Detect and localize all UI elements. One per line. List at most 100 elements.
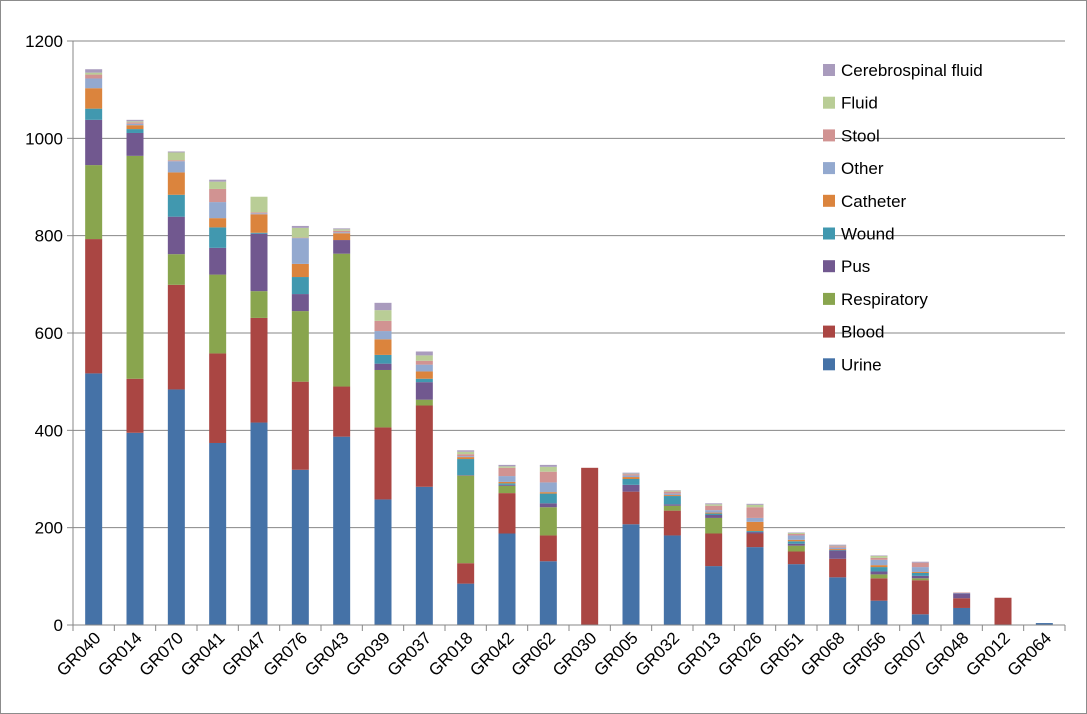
bar-GR056-wound — [870, 567, 888, 572]
legend-label: Pus — [841, 257, 870, 276]
bar-GR013-urine — [705, 566, 723, 625]
bar-GR007-catheter — [911, 571, 929, 573]
bar-GR013-other — [705, 510, 723, 513]
bar-GR030-blood — [581, 467, 599, 625]
bar-GR032-catheter — [663, 495, 681, 497]
bar-GR068-urine — [829, 577, 847, 625]
legend-label: Respiratory — [841, 290, 928, 309]
bar-GR041-fluid — [209, 181, 227, 189]
bar-GR062-respiratory — [539, 507, 557, 536]
bar-GR047-other — [250, 213, 268, 215]
x-tick-label: GR040 — [53, 628, 105, 680]
bar-GR032-fluid — [663, 490, 681, 492]
bar-GR051-fluid — [787, 533, 805, 534]
bar-GR018-blood — [457, 563, 475, 584]
bar-GR018-stool — [457, 454, 475, 457]
legend-item: Catheter — [823, 192, 907, 211]
bar-GR062-wound — [539, 493, 557, 504]
bar-GR048-blood — [953, 598, 971, 608]
bar-GR005-other — [622, 475, 640, 478]
bar-GR047-catheter — [250, 214, 268, 233]
bar-GR032-stool — [663, 491, 681, 494]
x-tick-label: GR051 — [756, 628, 808, 680]
legend-item: Fluid — [823, 94, 878, 113]
bar-GR014-cerebrospinal-fluid — [126, 119, 144, 122]
bar-GR007-cerebrospinal-fluid — [911, 561, 929, 563]
bar-GR047-respiratory — [250, 291, 268, 318]
legend-label: Other — [841, 159, 884, 178]
legend-label: Cerebrospinal fluid — [841, 61, 983, 80]
bar-GR070-cerebrospinal-fluid — [167, 151, 185, 153]
bar-GR043-other — [333, 232, 351, 234]
bar-GR007-pus — [911, 575, 929, 579]
bar-GR056-blood — [870, 578, 888, 601]
bar-GR076-blood — [291, 381, 309, 470]
bar-GR041-urine — [209, 442, 227, 625]
bar-GR007-blood — [911, 580, 929, 615]
x-tick-label: GR030 — [549, 628, 601, 680]
bar-GR056-stool — [870, 557, 888, 560]
bar-GR076-fluid — [291, 227, 309, 238]
bar-GR042-urine — [498, 533, 516, 625]
bar-GR076-wound — [291, 277, 309, 295]
bar-GR051-respiratory — [787, 545, 805, 552]
y-tick-label: 800 — [35, 227, 63, 246]
bar-GR032-respiratory — [663, 505, 681, 511]
bar-GR042-wound — [498, 483, 516, 485]
bar-GR062-blood — [539, 535, 557, 562]
bar-GR070-stool — [167, 160, 185, 162]
x-tick-label: GR068 — [797, 628, 849, 680]
legend-swatch — [823, 358, 835, 371]
bar-GR037-fluid — [415, 355, 433, 361]
bar-GR014-pus — [126, 132, 144, 156]
bar-GR007-wound — [911, 572, 929, 576]
bar-GR039-urine — [374, 499, 392, 625]
bar-GR042-cerebrospinal-fluid — [498, 464, 516, 467]
bar-GR070-wound — [167, 194, 185, 217]
bar-GR007-other — [911, 567, 929, 572]
bar-GR051-urine — [787, 564, 805, 625]
bar-GR007-stool — [911, 562, 929, 568]
bar-GR041-blood — [209, 353, 227, 443]
x-tick-label: GR064 — [1004, 628, 1056, 680]
bar-GR040-blood — [85, 239, 103, 374]
bar-GR056-pus — [870, 571, 888, 575]
bar-GR041-other — [209, 202, 227, 219]
bar-GR056-catheter — [870, 565, 888, 568]
bar-GR039-pus — [374, 363, 392, 370]
bar-GR062-other — [539, 482, 557, 493]
bar-GR041-wound — [209, 227, 227, 248]
bar-GR026-wound — [746, 531, 764, 533]
bar-GR047-fluid — [250, 196, 268, 213]
bar-GR039-cerebrospinal-fluid — [374, 302, 392, 311]
bar-GR070-urine — [167, 389, 185, 625]
bar-GR042-blood — [498, 493, 516, 534]
bar-GR005-pus — [622, 484, 640, 492]
bar-GR026-stool — [746, 507, 764, 518]
bar-GR042-catheter — [498, 481, 516, 484]
bar-GR051-wound — [787, 541, 805, 544]
bar-GR012-blood — [994, 597, 1012, 625]
bar-GR037-stool — [415, 360, 433, 365]
x-tick-label: GR018 — [425, 628, 477, 680]
bar-GR018-other — [457, 456, 475, 458]
x-tick-label: GR076 — [260, 628, 312, 680]
legend-swatch — [823, 194, 835, 207]
bar-GR048-pus — [953, 593, 971, 599]
legend-swatch — [823, 260, 835, 273]
bar-GR070-catheter — [167, 172, 185, 195]
legend-item: Respiratory — [823, 290, 928, 309]
bar-GR026-blood — [746, 533, 764, 548]
bar-GR051-catheter — [787, 539, 805, 542]
bar-GR070-pus — [167, 216, 185, 255]
bar-GR070-respiratory — [167, 254, 185, 285]
bar-GR026-fluid — [746, 504, 764, 508]
bar-GR047-urine — [250, 422, 268, 625]
bar-GR039-blood — [374, 427, 392, 500]
bar-GR005-cerebrospinal-fluid — [622, 472, 640, 474]
bar-GR040-fluid — [85, 72, 103, 75]
bar-GR037-wound — [415, 378, 433, 383]
bar-GR040-stool — [85, 74, 103, 79]
